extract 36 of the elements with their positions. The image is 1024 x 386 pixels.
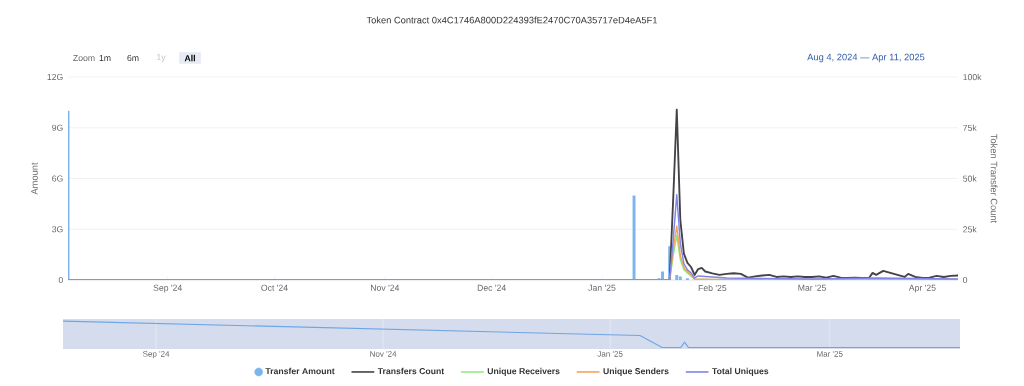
y2-tick-label: 75k <box>963 124 977 131</box>
x-tick-label: Apr '25 <box>908 284 936 293</box>
y2-tick-label: 0 <box>963 276 968 284</box>
y-tick-label: 3G <box>52 226 63 233</box>
y-axis-title: Amount <box>31 162 38 195</box>
text: 1m <box>99 55 111 61</box>
text: All <box>184 54 195 62</box>
y-tick-label: 12G <box>47 73 63 81</box>
legend-label: Unique Senders <box>603 367 669 376</box>
y2-tick-label: 100k <box>963 73 982 81</box>
y2-tick-label: 50k <box>963 175 977 182</box>
text: 1y <box>157 54 166 62</box>
legend-label: Unique Receivers <box>487 367 560 376</box>
x-tick-label: Dec '24 <box>477 284 506 291</box>
legend-label: Transfer Amount <box>265 367 335 375</box>
y2-tick-label: 25k <box>963 226 977 233</box>
x-tick-label: Jan '25 <box>588 284 616 291</box>
legend-label: Total Uniques <box>712 367 769 376</box>
text: Zoom <box>73 54 95 62</box>
y-tick-label: 6G <box>52 175 63 182</box>
x-tick-label: Jan '25 <box>597 351 623 357</box>
y-tick-label: 9G <box>52 124 63 131</box>
x-tick-label: Feb '25 <box>698 284 727 292</box>
y2-axis-title: Token Transfer Count <box>990 134 998 224</box>
x-tick-label: Nov '24 <box>371 284 400 291</box>
y-tick-label: 0 <box>58 276 63 284</box>
legend-label: Transfers Count <box>377 367 445 375</box>
x-tick-label: Mar '25 <box>798 284 826 291</box>
x-tick-label: Sep '24 <box>142 351 170 359</box>
chart-title: Token Contract 0x4C1746A800D224393fE2470C70A35717eD4eA5F1 <box>366 16 658 24</box>
x-tick-label: Mar '25 <box>817 351 843 357</box>
x-tick-label: Sep '24 <box>153 284 182 293</box>
x-tick-label: Oct '24 <box>261 284 288 291</box>
x-tick-label: Nov '24 <box>370 351 397 357</box>
text: Aug 4, 2024 — Apr 11, 2025 <box>807 53 925 63</box>
text: 6m <box>127 54 139 62</box>
